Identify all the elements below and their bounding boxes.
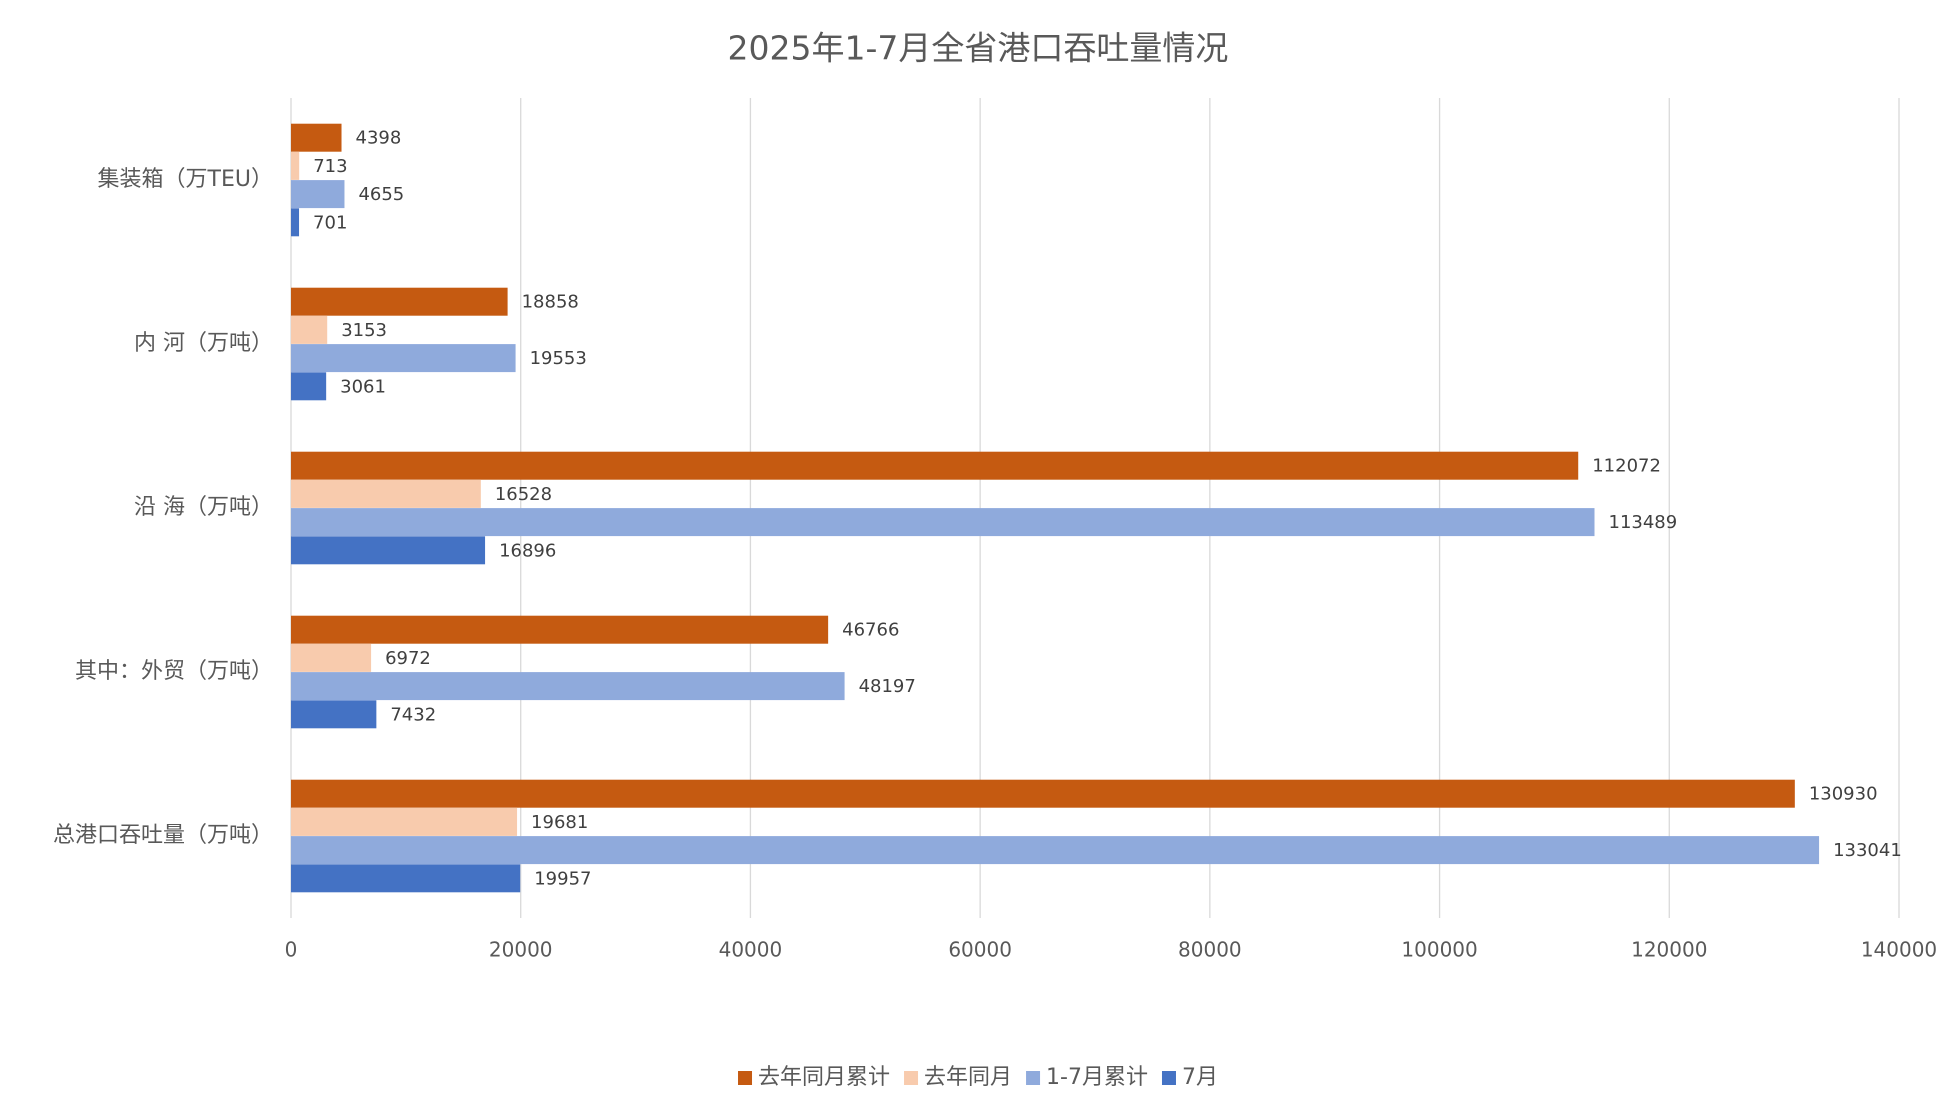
- bar: [291, 807, 518, 836]
- data-label: 130930: [1809, 784, 1878, 805]
- data-label: 4655: [358, 184, 404, 205]
- data-label: 113489: [1609, 512, 1678, 533]
- data-label: 701: [313, 212, 347, 233]
- legend-swatch: [738, 1071, 753, 1085]
- bar: [291, 700, 377, 729]
- data-label: 112072: [1592, 456, 1661, 477]
- bar: [291, 479, 481, 508]
- bar: [291, 315, 328, 344]
- bar: [291, 123, 342, 152]
- x-tick-label: 60000: [948, 938, 1012, 962]
- bar: [291, 779, 1795, 808]
- bar: [291, 864, 521, 893]
- data-label: 4398: [356, 128, 402, 149]
- x-tick-label: 80000: [1178, 938, 1242, 962]
- y-tick-label: 总港口吞吐量（万吨）: [53, 823, 273, 848]
- chart-title: 2025年1-7月全省港口吞吐量情况: [728, 29, 1229, 68]
- bar: [291, 615, 829, 644]
- data-label: 18858: [522, 292, 579, 313]
- x-tick-label: 140000: [1861, 938, 1937, 962]
- data-label: 3061: [340, 376, 386, 397]
- data-label: 19681: [531, 812, 588, 833]
- y-tick-label: 内 河（万吨）: [134, 331, 273, 356]
- bar: [291, 287, 508, 316]
- x-tick-label: 100000: [1401, 938, 1477, 962]
- x-tick-label: 20000: [489, 938, 553, 962]
- bar: [291, 208, 300, 237]
- data-label: 7432: [390, 704, 436, 725]
- x-tick-label: 0: [285, 938, 298, 962]
- legend-label: 去年同月累计: [758, 1065, 890, 1090]
- data-label: 16528: [495, 484, 552, 505]
- legend-label: 7月: [1182, 1065, 1218, 1090]
- legend-swatch: [904, 1071, 919, 1085]
- data-label: 133041: [1833, 840, 1902, 861]
- bar: [291, 836, 1820, 865]
- data-label: 16896: [499, 540, 556, 561]
- data-label: 46766: [842, 620, 899, 641]
- data-label: 713: [313, 156, 347, 177]
- data-label: 48197: [859, 676, 916, 697]
- data-label: 19957: [534, 868, 591, 889]
- data-label: 6972: [385, 648, 431, 669]
- data-label: 19553: [530, 348, 587, 369]
- bar: [291, 643, 372, 672]
- x-tick-label: 40000: [719, 938, 783, 962]
- bar: [291, 508, 1595, 537]
- bar: [291, 451, 1579, 480]
- legend-swatch: [1161, 1071, 1176, 1085]
- y-tick-label: 集装箱（万TEU）: [98, 167, 273, 192]
- bar: [291, 536, 486, 565]
- bar: [291, 180, 345, 209]
- x-tick-label: 120000: [1631, 938, 1707, 962]
- bar: [291, 672, 845, 701]
- legend-label: 去年同月: [924, 1065, 1012, 1090]
- bar: [291, 372, 327, 401]
- legend-label: 1-7月累计: [1046, 1065, 1148, 1090]
- y-tick-label: 其中：外贸（万吨）: [75, 659, 273, 684]
- data-label: 3153: [341, 320, 387, 341]
- legend-swatch: [1026, 1071, 1041, 1085]
- bar: [291, 344, 516, 373]
- y-tick-label: 沿 海（万吨）: [134, 495, 273, 520]
- bar: [291, 151, 300, 180]
